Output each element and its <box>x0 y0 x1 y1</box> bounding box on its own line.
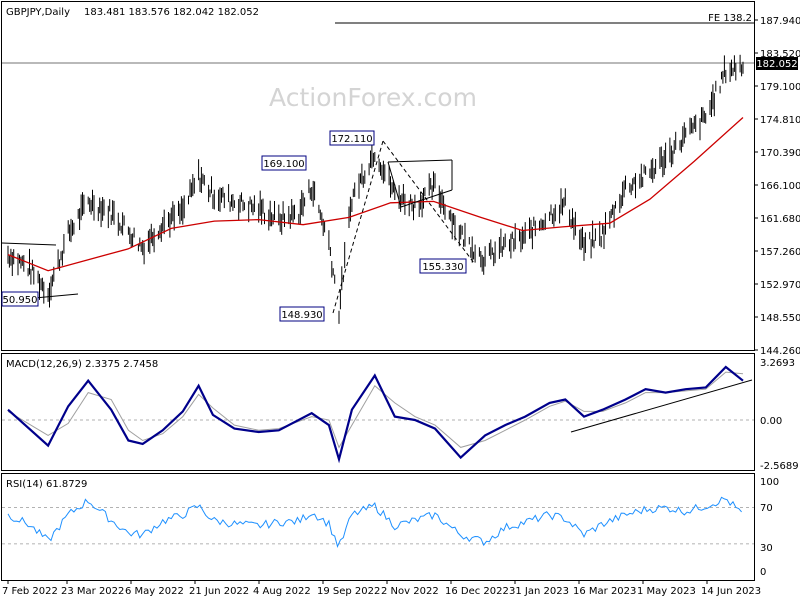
x-axis-labels: 7 Feb 2022 23 Mar 2022 6 May 2022 21 Jun 20… <box>2 580 761 597</box>
ohlc-readout: 183.481 183.576 182.042 182.052 <box>84 7 259 18</box>
x-tick-label: 19 Sep 2022 <box>317 586 380 597</box>
moving-average <box>7 117 744 272</box>
gridlines <box>2 62 754 545</box>
x-tick-label: 4 Aug 2022 <box>253 586 311 597</box>
x-tick-label: 2 Nov 2022 <box>381 586 439 597</box>
price-tick-label: 148.550 <box>760 313 800 324</box>
x-tick-label: 14 Jun 2023 <box>701 586 761 597</box>
rsi-tick-label: 100 <box>760 477 779 488</box>
rsi-tick-label: 70 <box>760 503 773 514</box>
annotation-box <box>329 130 375 146</box>
price-tick-label: 166.100 <box>760 181 800 192</box>
macd-lines <box>7 365 744 464</box>
price-tick-label: 144.260 <box>760 346 800 357</box>
wedge-top-line <box>387 159 453 163</box>
rsi-tick-label: 0 <box>760 567 766 578</box>
rsi-line-path <box>7 496 742 549</box>
price-bars <box>7 54 744 324</box>
price-tick-label: 157.260 <box>760 247 800 258</box>
macd-tick-label: 3.2693 <box>760 358 795 369</box>
annotation-label: 50.950 <box>3 295 38 306</box>
price-tick-label: 179.100 <box>760 82 800 93</box>
macd-signal-line <box>7 371 744 449</box>
macd-panel-title: MACD(12,26,9) 2.3375 2.7458 <box>6 359 158 370</box>
annotation-box <box>1 291 39 307</box>
rally-dashed-line <box>332 140 384 314</box>
x-tick-label: 1 May 2023 <box>637 586 696 597</box>
macd-trendline <box>570 379 753 433</box>
annotation-label: 172.110 <box>331 134 372 145</box>
annotation-box <box>279 306 325 322</box>
macd-line <box>7 365 744 464</box>
price-panel-title: GBPJPY,Daily <box>6 7 70 18</box>
rsi-line <box>7 496 742 549</box>
price-panel-frame <box>1 1 755 351</box>
wedge-left-line <box>387 161 402 208</box>
x-tick-label: 16 Dec 2022 <box>445 586 509 597</box>
price-tick-label: 152.970 <box>760 280 800 291</box>
price-tick-label: 187.940 <box>760 16 800 27</box>
x-tick-label: 21 Jun 2022 <box>189 586 249 597</box>
wedge-bottom-line <box>400 189 453 208</box>
current-price-badge <box>756 57 798 70</box>
x-tick-label: 31 Jan 2023 <box>509 586 569 597</box>
channel-top-line <box>1 242 57 246</box>
price-tick-label: 170.390 <box>760 148 800 159</box>
price-tick-label: 161.680 <box>760 214 800 225</box>
rsi-panel-frame <box>1 473 755 581</box>
macd-tick-label: 0.00 <box>760 416 782 427</box>
y-axis-labels: 187.940 183.520 179.100 174.810 170.390 166.1… <box>754 16 800 578</box>
watermark: ActionForex.com <box>269 83 477 112</box>
rsi-panel-title: RSI(14) 61.8729 <box>6 479 87 490</box>
x-tick-label: 16 Mar 2023 <box>573 586 636 597</box>
annotation-label: 148.930 <box>281 310 322 321</box>
annotation-box <box>419 258 467 274</box>
x-tick-label: 7 Feb 2022 <box>2 586 58 597</box>
annotations: 172.110 169.100 50.950 148.930 155.330 <box>1 130 467 322</box>
annotation-label: 169.100 <box>263 159 304 170</box>
annotation-label: 155.330 <box>422 262 463 273</box>
rsi-tick-label: 30 <box>760 543 773 554</box>
current-price-label: 182.052 <box>756 59 797 70</box>
moving-average-line <box>7 117 744 272</box>
x-tick-label: 23 Mar 2022 <box>61 586 124 597</box>
macd-tick-label: -2.5689 <box>760 461 799 472</box>
price-tick-label: 174.810 <box>760 115 800 126</box>
x-tick-label: 6 May 2022 <box>125 586 184 597</box>
fe-label: FE 138.2 <box>708 13 752 24</box>
macd-panel-frame <box>1 353 755 471</box>
price-tick-label: 183.520 <box>760 49 800 60</box>
annotation-box <box>261 155 307 171</box>
decline-dashed-line <box>382 140 475 264</box>
